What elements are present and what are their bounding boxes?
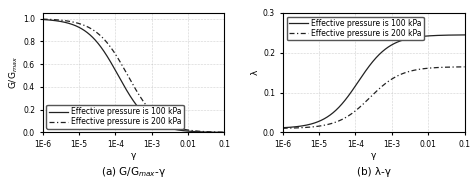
- Effective pressure is 100 kPa: [161, 125, 167, 128]
- Effective pressure is 200 kPa: [122, 69, 128, 71]
- Effective pressure is 200 kPa: [147, 109, 153, 111]
- Effective pressure is 100 kPa: [72, 24, 78, 26]
- Effective pressure is 100 kPa: [362, 71, 368, 73]
- Legend: Effective pressure is 100 kPa, Effective pressure is 200 kPa: Effective pressure is 100 kPa, Effective…: [46, 105, 184, 129]
- Effective pressure is 200 kPa: [280, 127, 285, 129]
- Effective pressure is 100 kPa: [40, 18, 46, 21]
- Line: Effective pressure is 100 kPa: Effective pressure is 100 kPa: [283, 35, 465, 128]
- Effective pressure is 200 kPa: [222, 131, 228, 133]
- Effective pressure is 100 kPa: [87, 33, 92, 36]
- Effective pressure is 200 kPa: [362, 101, 368, 103]
- Effective pressure is 100 kPa: [417, 36, 422, 38]
- Line: Effective pressure is 100 kPa: Effective pressure is 100 kPa: [43, 20, 225, 132]
- Legend: Effective pressure is 100 kPa, Effective pressure is 200 kPa: Effective pressure is 100 kPa, Effective…: [286, 17, 424, 40]
- X-axis label: γ: γ: [371, 151, 376, 160]
- Effective pressure is 100 kPa: [401, 39, 407, 41]
- X-axis label: γ: γ: [131, 151, 136, 160]
- Effective pressure is 200 kPa: [462, 66, 467, 68]
- Effective pressure is 200 kPa: [401, 72, 407, 74]
- Y-axis label: G/G$_{max}$: G/G$_{max}$: [8, 56, 20, 89]
- Effective pressure is 200 kPa: [87, 27, 92, 29]
- Effective pressure is 100 kPa: [312, 122, 318, 124]
- Effective pressure is 100 kPa: [147, 118, 153, 120]
- Effective pressure is 200 kPa: [72, 21, 78, 24]
- Effective pressure is 100 kPa: [462, 34, 467, 36]
- Effective pressure is 100 kPa: [327, 114, 332, 117]
- Effective pressure is 100 kPa: [177, 129, 182, 131]
- Effective pressure is 200 kPa: [417, 68, 422, 70]
- Effective pressure is 200 kPa: [327, 123, 332, 125]
- Effective pressure is 200 kPa: [312, 125, 318, 128]
- Effective pressure is 100 kPa: [222, 131, 228, 133]
- Line: Effective pressure is 200 kPa: Effective pressure is 200 kPa: [283, 67, 465, 128]
- Effective pressure is 100 kPa: [387, 45, 392, 47]
- Title: (b) λ-γ: (b) λ-γ: [356, 167, 391, 177]
- Y-axis label: λ: λ: [251, 70, 260, 75]
- Effective pressure is 100 kPa: [122, 86, 128, 89]
- Effective pressure is 200 kPa: [161, 121, 167, 123]
- Effective pressure is 100 kPa: [280, 127, 285, 129]
- Effective pressure is 200 kPa: [387, 79, 392, 82]
- Effective pressure is 200 kPa: [40, 18, 46, 20]
- Effective pressure is 200 kPa: [177, 127, 182, 129]
- Title: (a) G/G$_{max}$-γ: (a) G/G$_{max}$-γ: [101, 165, 166, 179]
- Line: Effective pressure is 200 kPa: Effective pressure is 200 kPa: [43, 19, 225, 132]
